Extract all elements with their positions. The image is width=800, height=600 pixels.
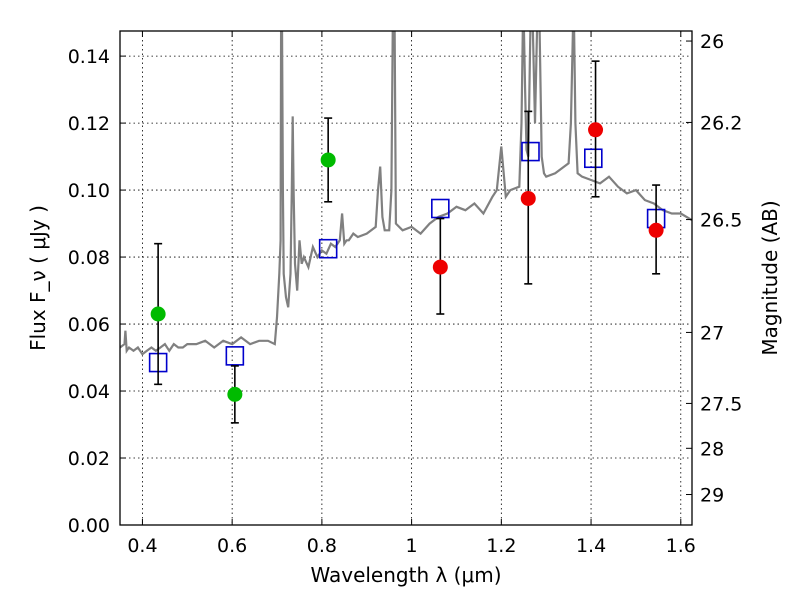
x-tick-label: 1.6	[666, 535, 696, 557]
x-tick-label: 0.4	[127, 535, 157, 557]
y-axis-label: Flux F_ν ( μJy )	[26, 205, 50, 351]
y2-tick-label: 27.5	[700, 393, 742, 415]
model-square-point	[521, 141, 540, 162]
green-data-point	[150, 306, 166, 322]
y-tick-label: 0.10	[68, 180, 110, 202]
x-tick-label: 1.4	[576, 535, 606, 557]
x-tick-label: 1	[406, 535, 418, 557]
sed-spectrum-line	[120, 31, 692, 356]
model-square-point	[584, 148, 603, 169]
model-square-point	[318, 238, 338, 259]
model-square-point	[225, 346, 245, 366]
y-tick-label: 0.04	[68, 381, 110, 403]
y2-tick-label: 26.2	[700, 112, 742, 134]
x-axis-label: Wavelength λ (μm)	[310, 563, 501, 587]
y2-tick-label: 28	[700, 438, 724, 460]
x-tick-label: 1.2	[486, 535, 516, 557]
y-tick-label: 0.00	[68, 515, 110, 537]
y2-tick-label: 26	[700, 31, 724, 53]
model-square-point	[431, 198, 450, 219]
ticks: 0.4 0.6 0.8 1 1.2 1.4 1.6 0.00 0.02 0.04 0.06 0.08 0…	[68, 31, 742, 557]
y-tick-label: 0.08	[68, 247, 110, 269]
y2-axis-label: Magnitude (AB)	[758, 200, 782, 355]
red-data-point	[588, 122, 604, 138]
plot-area	[120, 31, 692, 424]
y-tick-label: 0.06	[68, 314, 110, 336]
red-data-point	[648, 222, 664, 238]
green-data-point	[227, 386, 243, 402]
red-data-point	[520, 190, 536, 206]
plot-frame	[119, 30, 693, 526]
y-tick-label: 0.14	[68, 46, 110, 68]
grid	[120, 31, 692, 526]
y2-tick-label: 27	[700, 322, 724, 344]
red-data-point	[432, 259, 448, 275]
y-tick-label: 0.12	[68, 113, 110, 135]
y2-tick-label: 26.5	[700, 210, 742, 232]
x-tick-label: 0.8	[307, 535, 337, 557]
green-data-point	[320, 152, 336, 168]
y-tick-label: 0.02	[68, 448, 110, 470]
x-tick-label: 0.6	[217, 535, 247, 557]
y2-tick-label: 29	[700, 485, 724, 507]
